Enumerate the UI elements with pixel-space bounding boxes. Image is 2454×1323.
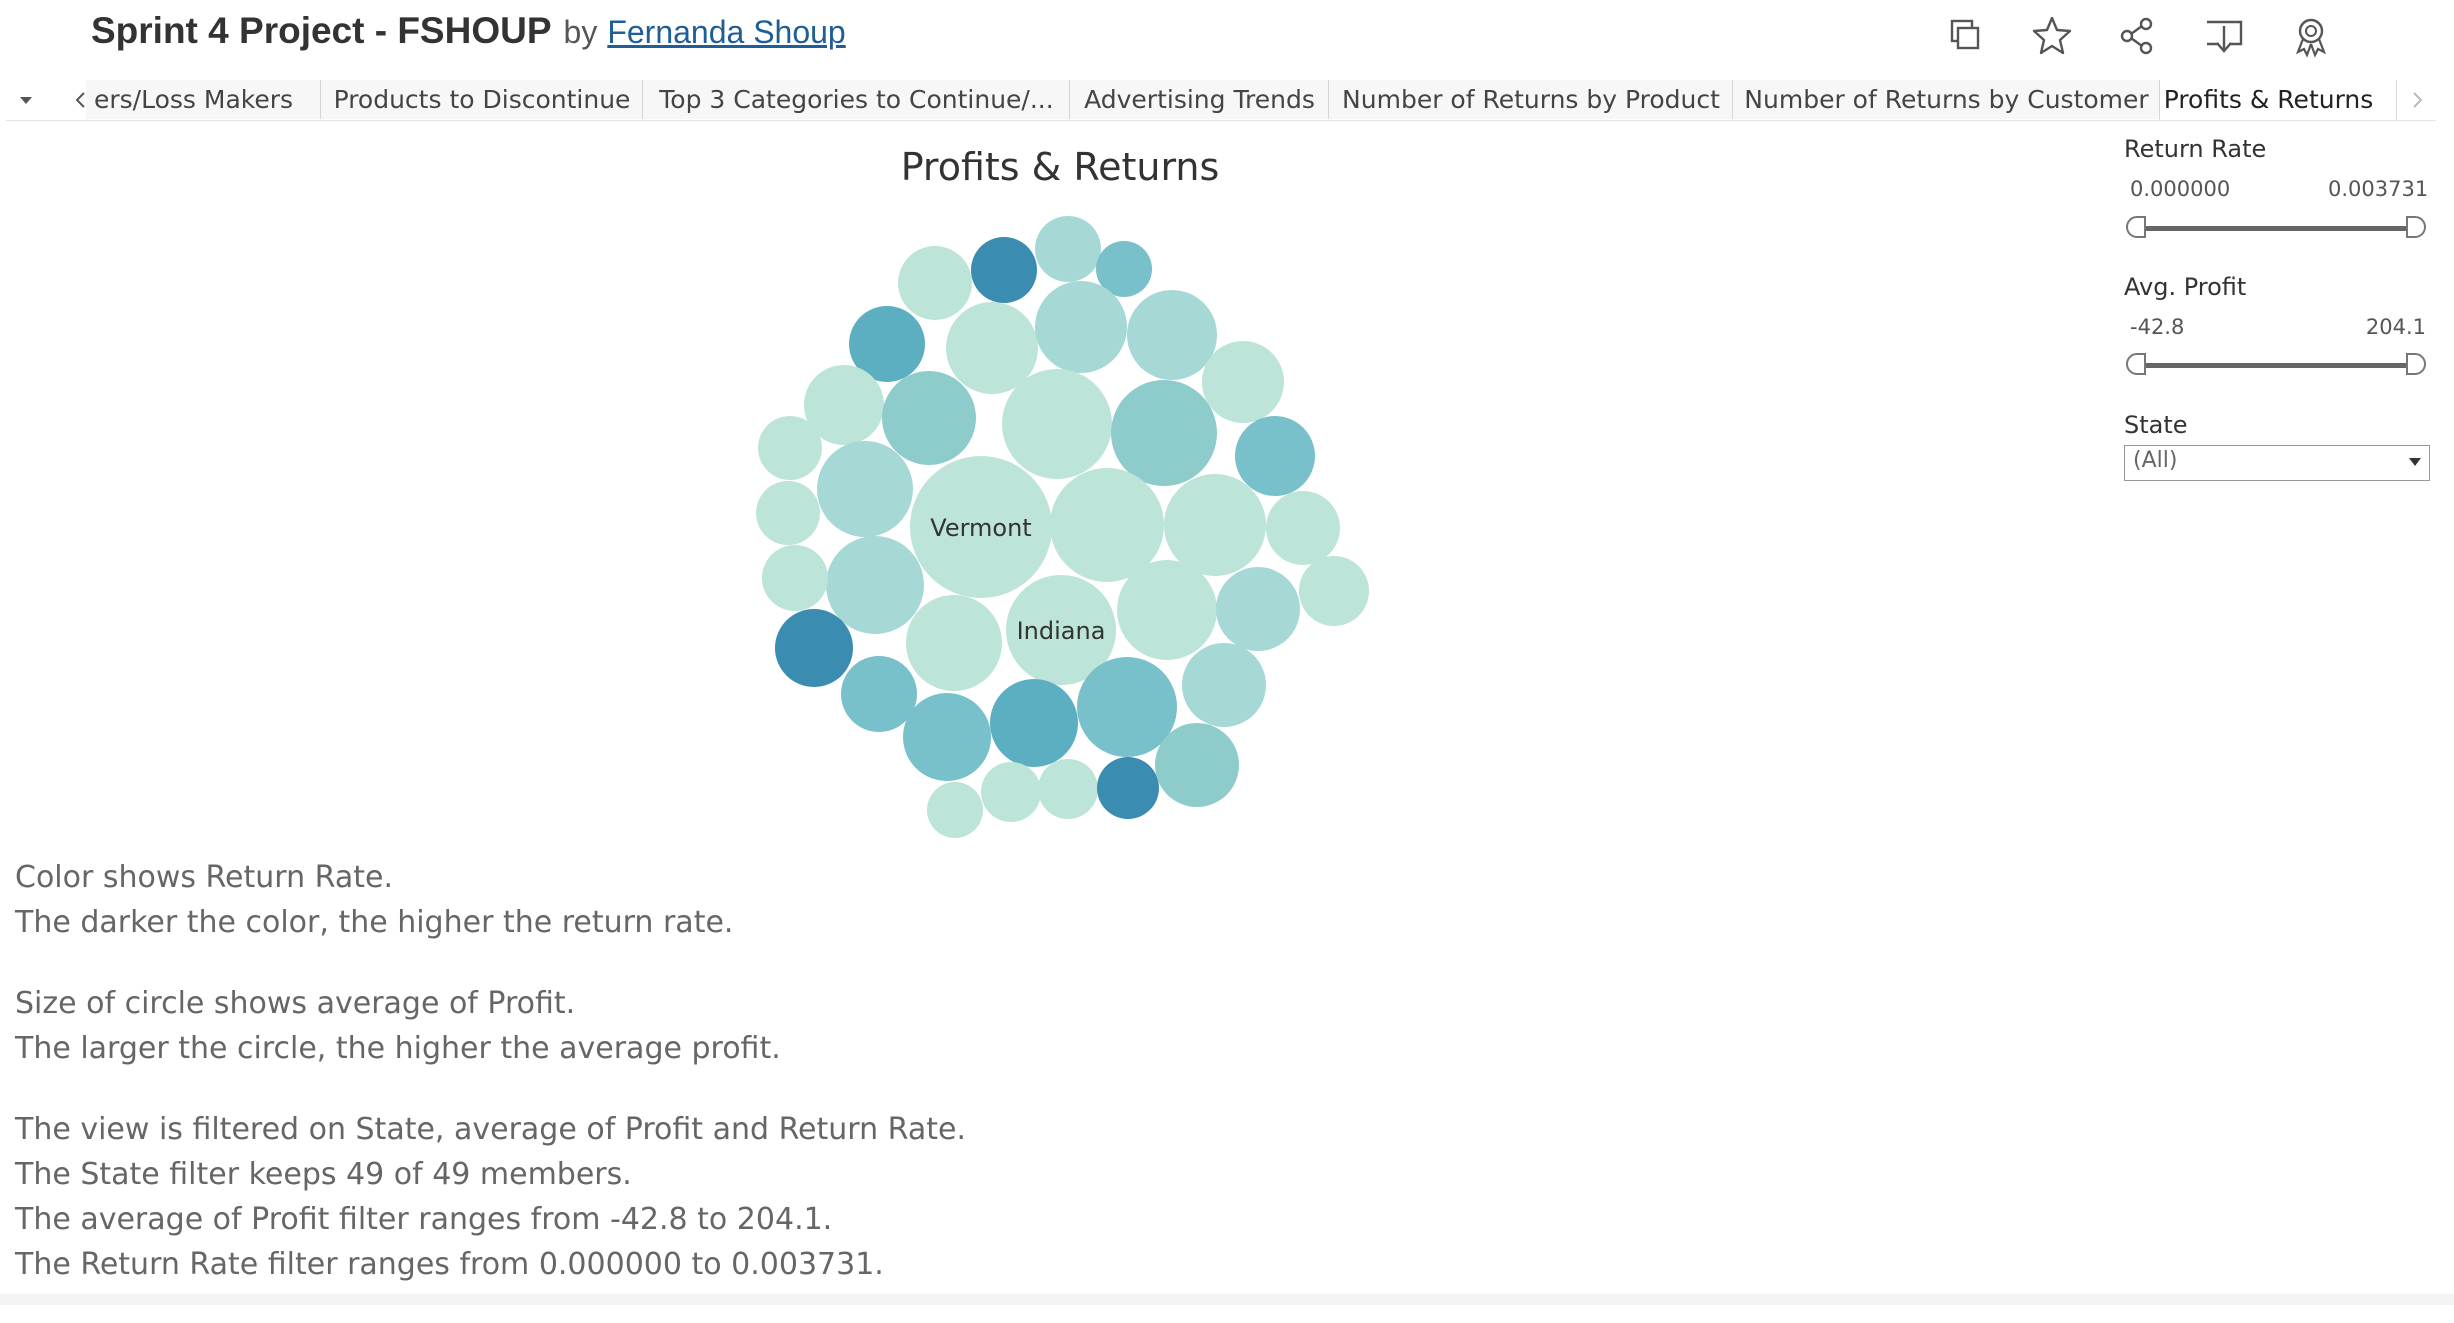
return-rate-slider[interactable] <box>2126 216 2426 240</box>
state-bubble[interactable] <box>882 371 976 465</box>
state-bubble[interactable] <box>910 456 1052 598</box>
tab-products-to-discontinue[interactable]: Products to Discontinue <box>320 80 643 119</box>
caption-filter-paragraph: The view is filtered on State, average o… <box>15 1107 966 1287</box>
state-bubble[interactable] <box>775 609 853 687</box>
caption-line: The view is filtered on State, average o… <box>15 1112 966 1147</box>
state-bubble[interactable] <box>1299 556 1369 626</box>
state-filter-label: State <box>2124 411 2188 439</box>
tab-strip: ers/Loss Makers Products to Discontinue … <box>86 80 2376 120</box>
state-bubble[interactable] <box>1155 723 1239 807</box>
state-bubble[interactable] <box>841 656 917 732</box>
chart-title: Profits & Returns <box>900 145 1220 189</box>
state-bubble[interactable] <box>849 306 925 382</box>
state-bubble[interactable] <box>756 481 820 545</box>
state-filter-dropdown[interactable]: (All) <box>2124 445 2430 481</box>
state-bubble[interactable] <box>1097 757 1159 819</box>
tab-top-3-categories[interactable]: Top 3 Categories to Continue/... <box>642 80 1070 119</box>
chevron-left-icon <box>75 92 85 108</box>
state-bubble[interactable] <box>1035 281 1127 373</box>
state-bubble[interactable] <box>927 782 983 838</box>
state-bubble[interactable] <box>971 237 1037 303</box>
favorite-star-icon[interactable] <box>2030 14 2074 58</box>
state-bubble[interactable] <box>1002 369 1112 479</box>
return-rate-filter-label: Return Rate <box>2124 135 2267 163</box>
tab-advertising-trends[interactable]: Advertising Trends <box>1069 80 1329 119</box>
tab-menu-dropdown[interactable] <box>6 80 46 120</box>
workbook-title-row: Sprint 4 Project - FSHOUP by Fernanda Sh… <box>91 10 846 62</box>
state-bubble[interactable] <box>1117 560 1217 660</box>
state-bubble[interactable] <box>903 693 991 781</box>
slider-min-handle[interactable] <box>2126 216 2146 238</box>
slider-min-handle[interactable] <box>2126 353 2146 375</box>
state-bubble[interactable] <box>1182 643 1266 727</box>
state-bubble[interactable] <box>1111 380 1217 486</box>
avg-profit-min-value: -42.8 <box>2130 315 2185 339</box>
caption-line: Color shows Return Rate. <box>15 860 393 895</box>
caption-line: Size of circle shows average of Profit. <box>15 986 576 1021</box>
caption-line: The State filter keeps 49 of 49 members. <box>15 1157 632 1192</box>
return-rate-min-value: 0.000000 <box>2130 177 2231 201</box>
workbook-title: Sprint 4 Project - FSHOUP <box>91 10 552 51</box>
state-bubble[interactable] <box>1164 474 1266 576</box>
state-filter-value: (All) <box>2133 448 2178 473</box>
by-label: by <box>563 14 598 50</box>
state-bubble[interactable] <box>1006 575 1116 685</box>
sheet-tab-bar: ers/Loss Makers Products to Discontinue … <box>6 80 2436 121</box>
share-icon[interactable] <box>2115 14 2159 58</box>
state-bubble[interactable] <box>817 441 913 537</box>
footer-bar <box>0 1294 2454 1305</box>
chevron-right-icon <box>2413 92 2423 108</box>
return-rate-max-value: 0.003731 <box>2328 177 2429 201</box>
bubble-label: Indiana <box>1017 617 1106 645</box>
state-bubble[interactable] <box>981 762 1041 822</box>
author-link[interactable]: Fernanda Shoup <box>607 14 846 50</box>
slider-max-handle[interactable] <box>2406 216 2426 238</box>
slider-track <box>2140 226 2412 231</box>
caption-size-paragraph: Size of circle shows average of Profit. … <box>15 981 966 1071</box>
state-bubble[interactable] <box>1096 241 1152 297</box>
caption-color-paragraph: Color shows Return Rate. The darker the … <box>15 855 966 945</box>
dropdown-arrow-icon <box>2409 458 2421 466</box>
tab-scroll-right-button[interactable] <box>2396 80 2437 120</box>
state-bubble[interactable] <box>826 536 924 634</box>
state-bubble[interactable] <box>1216 567 1300 651</box>
caption-line: The average of Profit filter ranges from… <box>15 1202 833 1237</box>
state-bubble[interactable] <box>1127 290 1217 380</box>
state-bubble[interactable] <box>804 365 884 445</box>
state-bubble[interactable] <box>1035 216 1101 282</box>
chart-caption: Color shows Return Rate. The darker the … <box>15 855 966 1323</box>
badge-icon[interactable] <box>2289 14 2333 58</box>
avg-profit-filter-label: Avg. Profit <box>2124 273 2247 301</box>
caret-down-icon <box>20 97 32 104</box>
bubble-label: Vermont <box>930 514 1031 542</box>
state-bubble[interactable] <box>1266 491 1340 565</box>
tab-profits-and-returns[interactable]: Profits & Returns <box>2159 80 2376 120</box>
state-bubble[interactable] <box>990 679 1078 767</box>
state-bubble[interactable] <box>1235 416 1315 496</box>
state-bubble[interactable] <box>758 416 822 480</box>
tab-scroll-left-button[interactable] <box>61 80 101 120</box>
state-bubble[interactable] <box>1050 468 1164 582</box>
caption-line: The Return Rate filter ranges from 0.000… <box>15 1247 884 1282</box>
avg-profit-max-value: 204.1 <box>2365 315 2426 339</box>
caption-line: The darker the color, the higher the ret… <box>15 905 734 940</box>
tab-returns-by-product[interactable]: Number of Returns by Product <box>1328 80 1733 119</box>
avg-profit-slider[interactable] <box>2126 353 2426 377</box>
header: Sprint 4 Project - FSHOUP by Fernanda Sh… <box>0 0 2454 72</box>
state-bubble[interactable] <box>898 246 972 320</box>
caption-line: The larger the circle, the higher the av… <box>15 1031 781 1066</box>
duplicate-icon[interactable] <box>1943 14 1987 58</box>
tab-gainers-loss-makers[interactable]: ers/Loss Makers <box>86 80 320 119</box>
tab-returns-by-customer[interactable]: Number of Returns by Customer <box>1732 80 2160 119</box>
download-icon[interactable] <box>2202 14 2246 58</box>
state-bubble[interactable] <box>1202 341 1284 423</box>
slider-max-handle[interactable] <box>2406 353 2426 375</box>
state-bubble[interactable] <box>1038 759 1098 819</box>
state-bubble[interactable] <box>906 595 1002 691</box>
state-bubble[interactable] <box>946 302 1038 394</box>
slider-track <box>2140 363 2412 368</box>
state-bubble[interactable] <box>1077 657 1177 757</box>
state-bubble[interactable] <box>762 545 828 611</box>
